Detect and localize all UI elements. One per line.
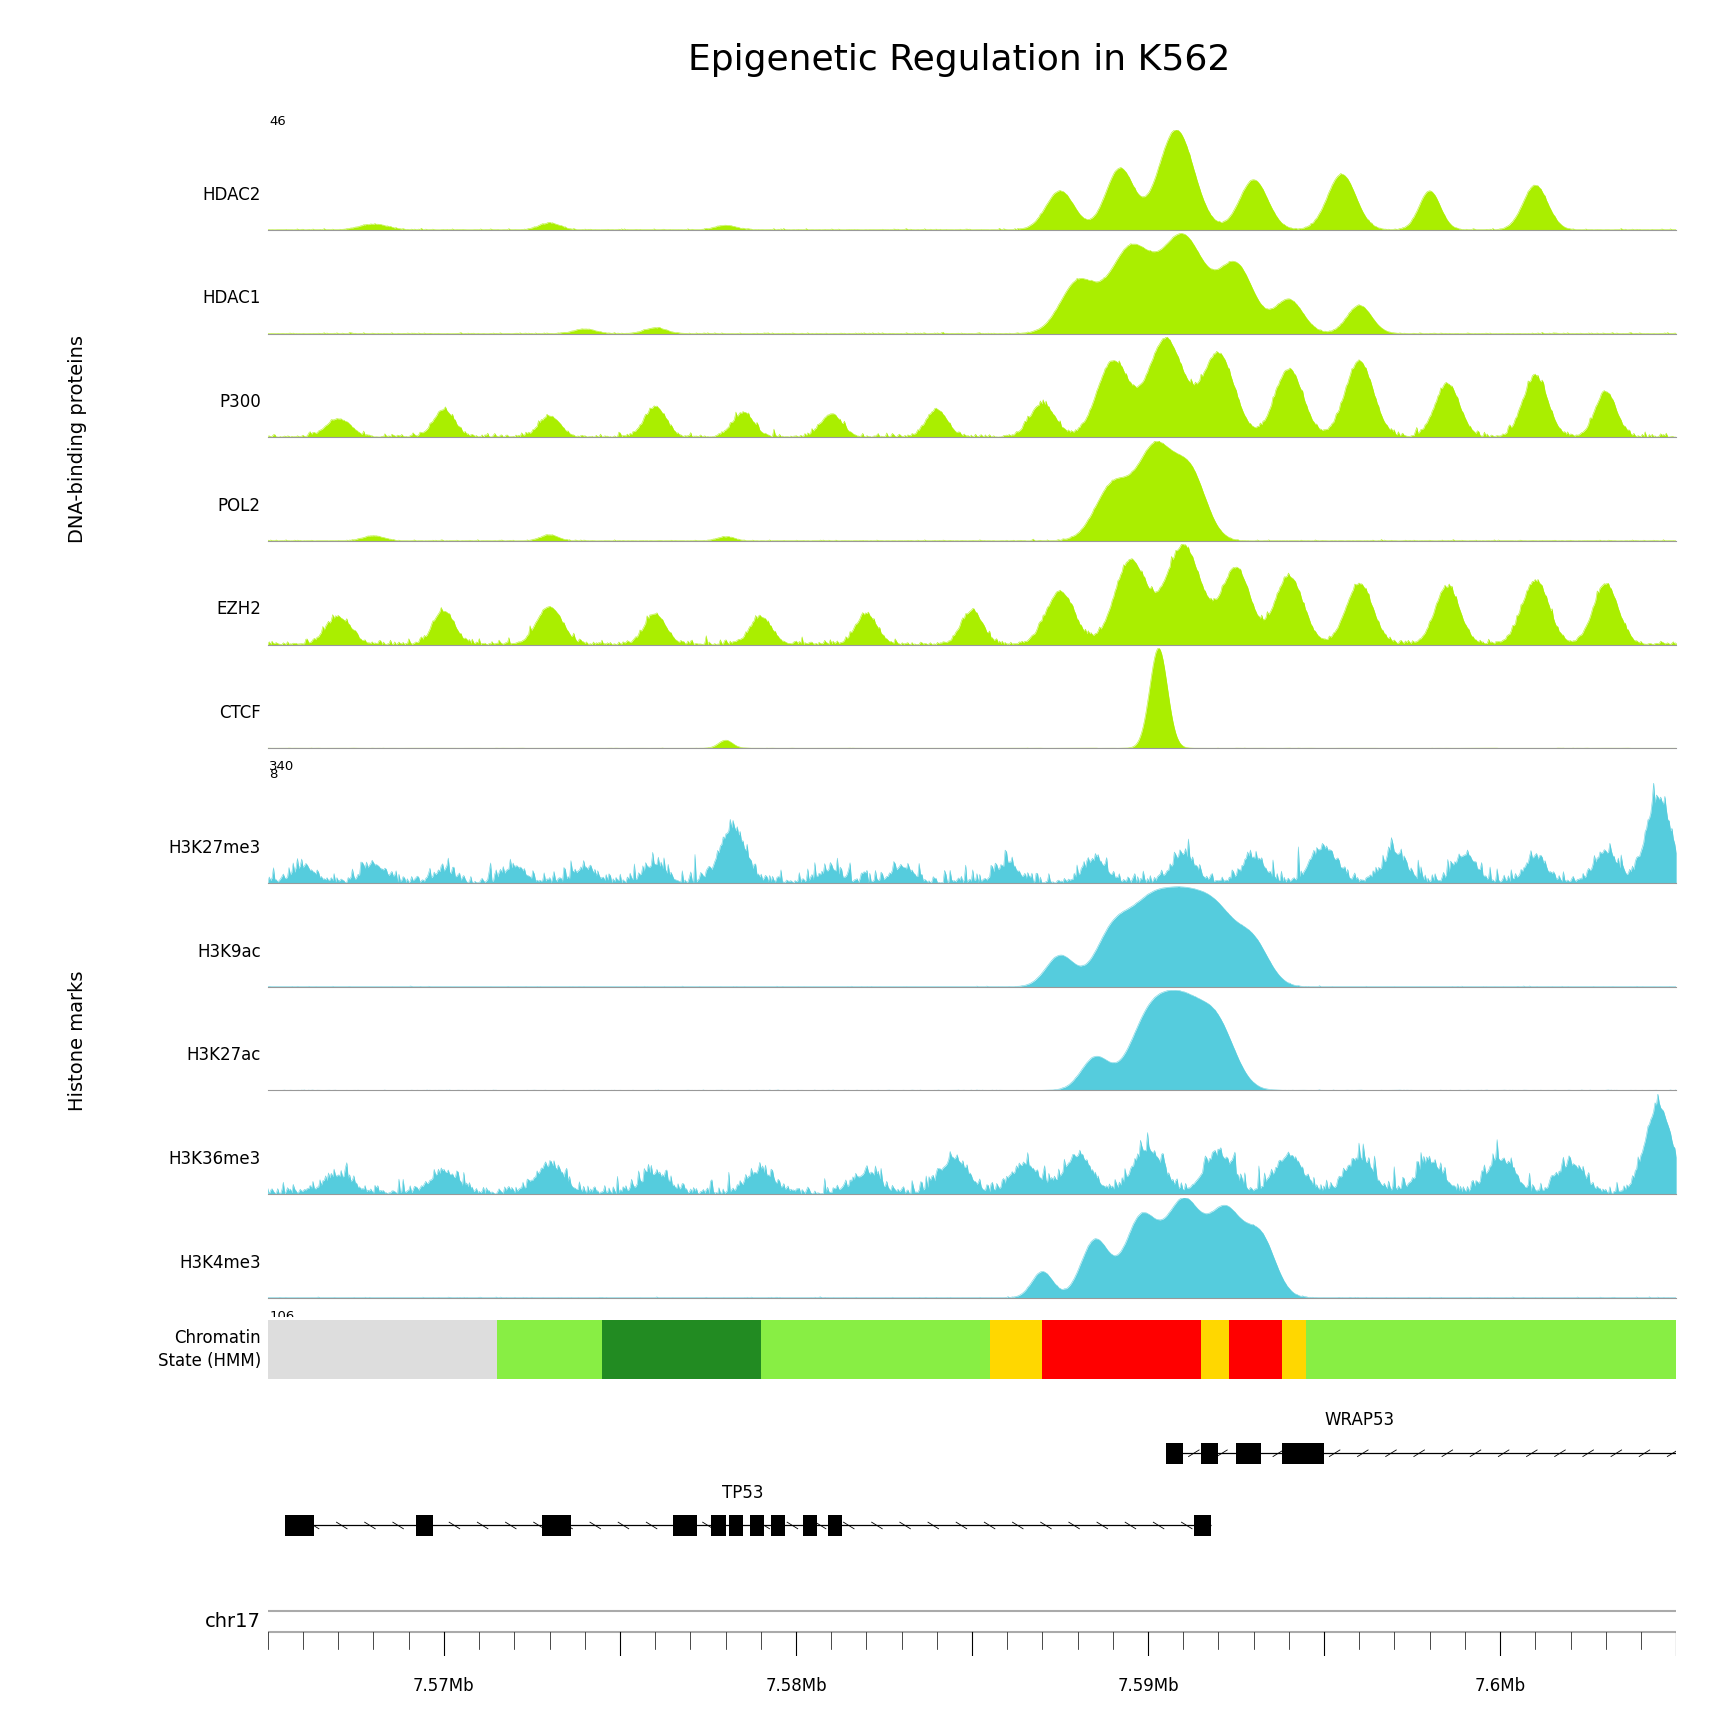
Text: 58: 58 xyxy=(270,346,287,358)
Bar xyxy=(729,1515,743,1536)
Bar xyxy=(543,1515,570,1536)
Text: 324: 324 xyxy=(270,1102,294,1115)
Text: Chromatin
State (HMM): Chromatin State (HMM) xyxy=(157,1329,261,1370)
Bar xyxy=(285,1515,313,1536)
Text: 27: 27 xyxy=(270,449,287,461)
Bar xyxy=(771,1515,786,1536)
Bar xyxy=(1166,1443,1184,1464)
Bar xyxy=(750,1515,764,1536)
Text: DNA-binding proteins: DNA-binding proteins xyxy=(69,335,86,543)
Text: 7.59Mb: 7.59Mb xyxy=(1118,1676,1178,1695)
Text: 19: 19 xyxy=(270,657,287,669)
Text: WRAP53: WRAP53 xyxy=(1324,1412,1394,1429)
Text: HDAC1: HDAC1 xyxy=(202,289,261,308)
Bar xyxy=(1306,1320,1676,1379)
Bar xyxy=(496,1320,603,1379)
Text: H3K27ac: H3K27ac xyxy=(187,1045,261,1064)
Text: 340: 340 xyxy=(270,760,294,772)
Bar xyxy=(1201,1320,1229,1379)
Bar xyxy=(268,1320,496,1379)
Text: 106: 106 xyxy=(270,1310,294,1322)
Text: H3K27me3: H3K27me3 xyxy=(169,838,261,857)
Text: H3K36me3: H3K36me3 xyxy=(169,1149,261,1168)
Bar xyxy=(1194,1515,1211,1536)
Bar xyxy=(416,1515,434,1536)
Text: H3K9ac: H3K9ac xyxy=(197,942,261,961)
Text: 94: 94 xyxy=(270,553,287,565)
Text: Histone marks: Histone marks xyxy=(69,969,86,1111)
Text: H3K4me3: H3K4me3 xyxy=(180,1253,261,1272)
Text: 28: 28 xyxy=(270,1206,287,1218)
Bar xyxy=(990,1320,1042,1379)
Bar xyxy=(828,1515,842,1536)
Text: CTCF: CTCF xyxy=(219,703,261,722)
Bar xyxy=(1042,1320,1201,1379)
Text: 7.6Mb: 7.6Mb xyxy=(1474,1676,1526,1695)
Bar xyxy=(1229,1320,1282,1379)
Bar xyxy=(603,1320,760,1379)
Text: P300: P300 xyxy=(219,392,261,411)
Bar xyxy=(1201,1443,1218,1464)
Text: EZH2: EZH2 xyxy=(216,600,261,619)
Bar xyxy=(804,1515,817,1536)
Bar xyxy=(1282,1320,1306,1379)
Text: POL2: POL2 xyxy=(218,496,261,515)
Bar xyxy=(672,1515,698,1536)
Text: 7.57Mb: 7.57Mb xyxy=(413,1676,475,1695)
Text: 7.58Mb: 7.58Mb xyxy=(766,1676,826,1695)
Text: HDAC2: HDAC2 xyxy=(202,185,261,204)
Text: 46: 46 xyxy=(270,114,287,128)
Text: 8: 8 xyxy=(270,767,278,781)
Text: chr17: chr17 xyxy=(206,1612,261,1631)
Bar xyxy=(1282,1443,1324,1464)
Bar xyxy=(712,1515,726,1536)
Text: 257: 257 xyxy=(270,999,295,1011)
Text: TP53: TP53 xyxy=(722,1484,764,1502)
Bar xyxy=(1236,1443,1261,1464)
Bar xyxy=(760,1320,990,1379)
Text: Epigenetic Regulation in K562: Epigenetic Regulation in K562 xyxy=(688,43,1230,78)
